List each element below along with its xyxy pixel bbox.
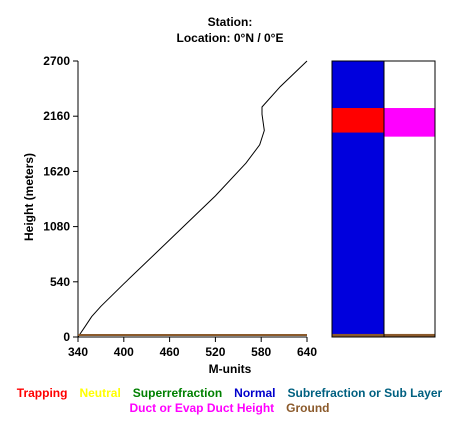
legend-row-1: Trapping Neutral Superrefraction Normal Subr… — [0, 386, 459, 400]
y-tick-label: 1620 — [43, 164, 70, 178]
x-axis-label: M-units — [208, 362, 252, 376]
x-tick-label: 580 — [251, 345, 271, 359]
m-unit-profile-line — [77, 60, 308, 338]
legend-item-superrefraction: Superrefraction — [132, 386, 223, 400]
location-title: Location: 0°N / 0°E — [176, 31, 284, 45]
profile-segment-normal — [332, 61, 384, 337]
profile-segment-duct-or-evap-duct-height — [384, 108, 435, 137]
legend-item-duct-or-evap-duct-height: Duct or Evap Duct Height — [129, 401, 275, 415]
legend-item-ground: Ground — [286, 401, 330, 415]
y-tick-label: 1080 — [43, 220, 70, 234]
y-tick-label: 540 — [50, 275, 70, 289]
legend-item-subrefraction-or-sub-layer: Subrefraction or Sub Layer — [287, 386, 443, 400]
y-axis-label: Height (meters) — [22, 153, 36, 242]
profile-segment-trapping — [332, 108, 384, 133]
station-title: Station: — [207, 15, 253, 29]
x-tick-label: 640 — [297, 345, 317, 359]
profile-segment-ground — [332, 333, 384, 337]
y-tick-label: 2700 — [43, 54, 70, 68]
legend-item-neutral: Neutral — [79, 386, 121, 400]
y-tick-label: 2160 — [43, 109, 70, 123]
x-tick-label: 340 — [68, 345, 88, 359]
x-tick-label: 460 — [160, 345, 180, 359]
x-tick-label: 520 — [205, 345, 225, 359]
profile-segment-ground — [384, 333, 435, 337]
legend-item-normal: Normal — [234, 386, 276, 400]
legend-item-trapping: Trapping — [16, 386, 68, 400]
x-tick-label: 400 — [114, 345, 134, 359]
legend-row-2: Duct or Evap Duct Height Ground — [0, 401, 459, 415]
y-tick-label: 0 — [63, 330, 70, 344]
